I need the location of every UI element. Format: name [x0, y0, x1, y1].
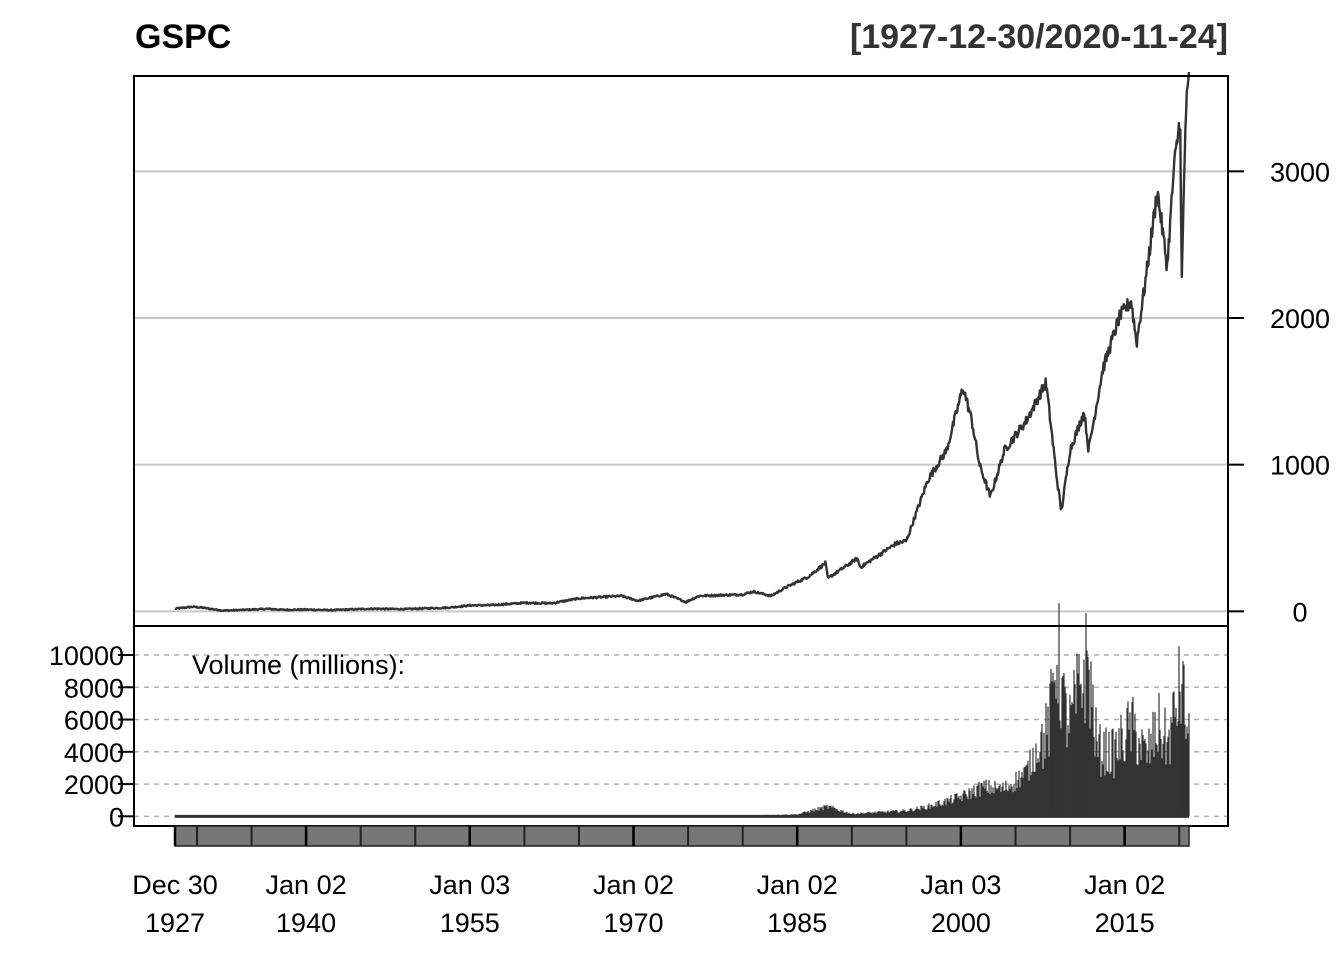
price-panel: 0 1000 2000 3000	[133, 71, 1330, 627]
volume-tick-label: 2000	[64, 770, 124, 800]
x-tick-label-year: 1985	[767, 908, 827, 938]
x-tick-label-date: Jan 02	[1084, 870, 1165, 900]
x-tick-label-year: 1970	[603, 908, 663, 938]
x-tick-label-date: Jan 03	[920, 870, 1001, 900]
x-tick-label-date: Jan 03	[429, 870, 510, 900]
x-axis: Dec 30 1927 Jan 02 1940 Jan 03 1955 Jan 02 1970…	[132, 825, 1190, 938]
price-series-line	[174, 71, 1191, 613]
x-tick-label-date: Jan 02	[757, 870, 838, 900]
x-tick-label-date: Dec 30	[132, 870, 218, 900]
price-tick-label: 0	[1292, 597, 1307, 627]
price-panel-frame	[133, 75, 1229, 627]
x-tick-label-year: 1955	[440, 908, 500, 938]
x-tick-label-year: 1940	[276, 908, 336, 938]
x-tick-label-date: Jan 02	[593, 870, 674, 900]
x-tick-label-year: 1927	[145, 908, 205, 938]
chart-title: GSPC	[135, 18, 232, 56]
price-tick-label: 3000	[1270, 157, 1330, 187]
navigator-strip	[174, 825, 1190, 847]
price-tick-label: 1000	[1270, 451, 1330, 481]
volume-label: Volume (millions):	[192, 650, 405, 680]
volume-tick-label: 6000	[64, 706, 124, 736]
x-tick-label-date: Jan 02	[266, 870, 347, 900]
volume-tick-label: 10000	[49, 641, 124, 671]
price-tick-label: 2000	[1270, 304, 1330, 334]
volume-tick-label: 4000	[64, 738, 124, 768]
x-tick-label-year: 2015	[1095, 908, 1155, 938]
x-tick-label-year: 2000	[931, 908, 991, 938]
date-range-label: [1927-12-30/2020-11-24]	[849, 18, 1228, 56]
volume-tick-label: 0	[109, 802, 124, 832]
volume-tick-label: 8000	[64, 673, 124, 703]
